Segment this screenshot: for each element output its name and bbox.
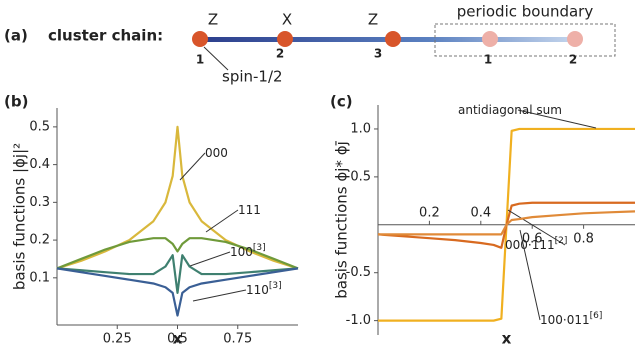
series-name: 100·011 <box>540 313 590 327</box>
y-tick-label: 1.0 <box>350 121 371 136</box>
pointer <box>203 46 229 71</box>
x-tick-label: 0.4 <box>470 205 491 220</box>
y-tick-label: 0.2 <box>29 233 50 248</box>
x-tick-label: 0.5 <box>167 332 188 346</box>
y-tick-label: -0.5 <box>346 265 371 280</box>
x-tick-label: 0.75 <box>223 332 252 346</box>
operator: Z <box>208 11 218 29</box>
boundary-label: periodic boundary <box>457 3 594 21</box>
operator: X <box>282 11 292 29</box>
panel-a: (a) cluster chain: periodic boundary 1 2… <box>4 3 616 86</box>
series-line <box>56 237 299 270</box>
node-label: 2 <box>569 53 577 67</box>
series-name: 000 <box>205 146 228 160</box>
series-label: antidiagonal sum <box>458 103 562 117</box>
operator: Z <box>368 11 378 29</box>
panel: (b) basis functions |ϕj|² x 0.1 0.2 0.3 0.4 0.5… <box>4 93 299 346</box>
node <box>567 31 583 47</box>
series-label: 110[3] <box>246 281 282 297</box>
node <box>482 31 498 47</box>
node-label: 2 <box>276 47 284 61</box>
label-pointer <box>179 152 206 181</box>
x-axis-label: x <box>502 330 512 346</box>
x-tick-label: 0.6 <box>522 231 543 246</box>
series-label: 100·011[6] <box>540 311 602 327</box>
y-tick-label: 0.4 <box>29 157 50 172</box>
x-tick-label: 0.8 <box>573 231 594 246</box>
series-line <box>56 267 299 317</box>
node <box>192 31 208 47</box>
x-axis-label: x <box>173 330 183 346</box>
label-pointer <box>192 289 247 302</box>
panel-label: (c) <box>330 93 353 111</box>
series-name: 000·111 <box>505 238 555 252</box>
series-name-sup: [3] <box>253 243 266 253</box>
node-label: 1 <box>196 53 204 67</box>
label-pointer <box>517 109 597 129</box>
panel-label: (b) <box>4 93 28 111</box>
series-name-sup: [2] <box>555 236 568 246</box>
node <box>385 31 401 47</box>
label-pointer <box>189 251 231 267</box>
y-tick-label: 0.3 <box>29 195 50 210</box>
y-tick-label: 0.5 <box>29 119 50 134</box>
y-axis-label: basis functions ϕj* ϕj̄ <box>333 141 351 299</box>
series-label: 111 <box>238 203 261 217</box>
series-name: 111 <box>238 203 261 217</box>
spin-label: spin-1/2 <box>222 68 283 86</box>
y-axis-label: basis functions |ϕj|² <box>11 143 29 290</box>
label-pointer <box>507 209 566 246</box>
y-tick-label: 0.5 <box>350 169 371 184</box>
panel: (c) basis functions ϕj* ϕj̄ x -1.0 -0.5 0.5 1.… <box>330 93 636 346</box>
x-tick-label: 0.2 <box>419 205 440 220</box>
chain-title: cluster chain: <box>48 27 163 45</box>
y-tick-label: 0.1 <box>29 270 50 285</box>
node-label: 3 <box>374 47 382 61</box>
series-label: 000·111[2] <box>505 236 567 252</box>
x-tick-label: 0.25 <box>103 332 132 346</box>
series-name-sup: [6] <box>590 311 603 321</box>
series-line <box>56 254 299 295</box>
label-pointer <box>519 229 541 321</box>
node <box>277 31 293 47</box>
series-name: 110 <box>246 283 269 297</box>
series-label: 000 <box>205 146 228 160</box>
label-pointer <box>205 209 239 233</box>
node-label: 1 <box>484 53 492 67</box>
series-label: 100[3] <box>230 243 266 259</box>
series-name: 100 <box>230 245 253 259</box>
boundary-box <box>434 23 616 57</box>
series-name-sup: [3] <box>269 281 282 291</box>
series-name: antidiagonal sum <box>458 103 562 117</box>
y-tick-label: -1.0 <box>346 313 371 328</box>
series-line <box>378 210 636 236</box>
panel-label: (a) <box>4 27 28 45</box>
